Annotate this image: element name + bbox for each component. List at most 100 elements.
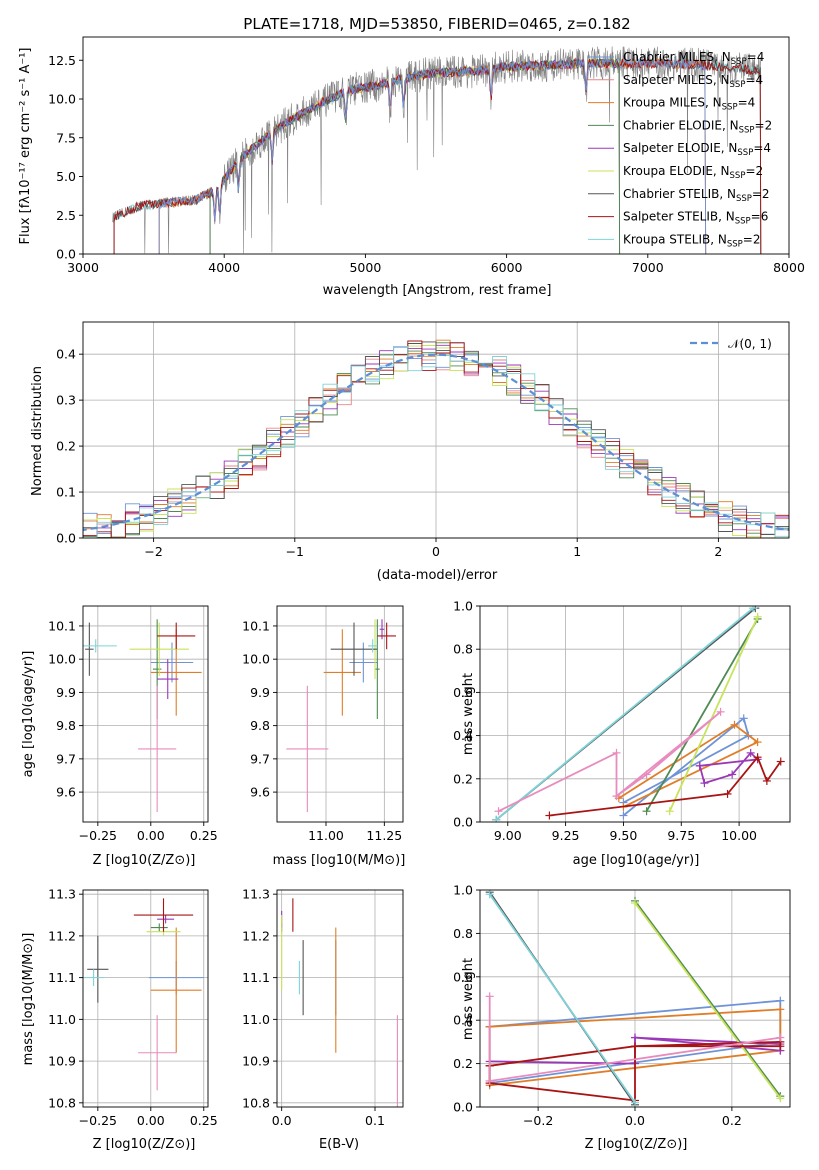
errorbar-krou-elodie xyxy=(129,622,189,676)
xtick-label-0: −0.25 xyxy=(79,1113,117,1128)
xtick-label-0: 9.00 xyxy=(494,828,522,843)
legend-value: =2 xyxy=(745,164,763,178)
spectrum-title: PLATE=1718, MJD=53850, FIBERID=0465, z=0… xyxy=(243,15,630,33)
weight-marker xyxy=(485,890,494,899)
xtick-label-0: −0.25 xyxy=(79,828,117,843)
spectrum-ylabel: Flux [fλ10⁻¹⁷ erg cm⁻² s⁻¹ A⁻¹] xyxy=(18,48,33,245)
weight-marker xyxy=(695,761,704,770)
ytick-label-2: 9.8 xyxy=(250,718,270,733)
ytick-label-3: 11.1 xyxy=(242,970,270,985)
weight-line-chab-miles xyxy=(622,716,750,817)
spectrum-xlabel: wavelength [Angstrom, rest frame] xyxy=(323,283,552,298)
weight-line-krou-stelib xyxy=(488,893,636,1104)
weight-marker xyxy=(748,606,757,613)
ytick-label-5: 1.0 xyxy=(453,883,473,898)
legend-subscript: SSP xyxy=(731,57,747,67)
xtick-label-2: 5000 xyxy=(349,260,381,275)
frame xyxy=(82,36,790,255)
normal-legend-label: 𝒩(0, 1) xyxy=(728,337,772,351)
ytick-label-5: 12.5 xyxy=(48,53,76,68)
weight-marker xyxy=(485,992,494,1001)
frame xyxy=(82,605,209,823)
xtick-label-1: 11.25 xyxy=(366,828,402,843)
xtick-label-1: 4000 xyxy=(208,260,240,275)
weight-marker xyxy=(776,1005,785,1014)
errorbar-chab-stelib xyxy=(87,935,109,1003)
weight-line-krou-elodie xyxy=(634,902,782,1099)
ytick-label-1: 0.2 xyxy=(453,771,473,786)
p4-xlabel: mass [log10(M/M⊙)] xyxy=(273,853,406,868)
plot-area-4 xyxy=(286,619,396,813)
ytick-label-4: 0.8 xyxy=(453,642,473,657)
ytick-label-0: 0.0 xyxy=(453,815,473,830)
panel-4 xyxy=(277,606,403,822)
xtick-label-2: 0 xyxy=(432,544,440,559)
weight-line-pink xyxy=(498,711,722,813)
model-spectrum-salp-stelib xyxy=(113,57,762,254)
weight-marker xyxy=(776,1033,785,1042)
weight-marker xyxy=(746,748,755,757)
plot-area-7 xyxy=(281,898,398,1107)
weight-line-chab-elodie xyxy=(645,618,759,812)
p8-ylabel: mass weight xyxy=(461,958,476,1040)
ytick-label-0: 0.0 xyxy=(56,531,76,546)
panel-1 xyxy=(112,46,762,254)
weight-marker xyxy=(716,707,725,716)
weight-marker xyxy=(612,748,621,757)
legend-subscript: SSP xyxy=(727,239,743,249)
xtick-label-3: 1 xyxy=(573,544,581,559)
legend-subscript: SSP xyxy=(739,125,755,135)
errorbar-pink xyxy=(138,685,177,813)
plot-area-1 xyxy=(112,46,762,254)
weight-line-pink xyxy=(488,996,781,1083)
model-spectrum-krou-stelib xyxy=(113,57,762,254)
xtick-label-0: −2 xyxy=(144,544,162,559)
errorbar-krou-stelib xyxy=(83,639,117,653)
panel-8 xyxy=(480,889,790,1108)
plot-area-3 xyxy=(83,619,202,813)
axes-frame-5: 9.00 9.25 9.50 9.75 10.00 0.0 0.2 0.4 0.6 0.8 1.0 xyxy=(453,599,791,843)
legend-entry-4: Salpeter ELODIE, NSSP=4 xyxy=(623,141,771,158)
weight-line-chab-elodie xyxy=(634,900,782,1097)
legend-value: =6 xyxy=(751,210,769,224)
ytick-label-3: 9.9 xyxy=(250,685,270,700)
legend-entry-7: Salpeter STELIB, NSSP=6 xyxy=(623,210,768,227)
weight-marker xyxy=(753,753,762,762)
xtick-label-3: 9.75 xyxy=(667,828,695,843)
ytick-label-3: 7.5 xyxy=(56,130,76,145)
panel-6 xyxy=(83,890,208,1107)
ytick-label-1: 10.9 xyxy=(242,1054,270,1069)
weight-marker xyxy=(776,996,785,1005)
axes-frame-4: 11.00 11.25 9.6 9.7 9.8 9.9 10.0 10.1 xyxy=(242,605,404,843)
weight-marker xyxy=(612,792,621,801)
weight-line-salp-stelib xyxy=(488,1040,782,1102)
errorbar-salp-stelib xyxy=(157,622,196,650)
weight-line-salp-elodie xyxy=(698,751,760,785)
ytick-label-2: 5.0 xyxy=(56,169,76,184)
ytick-label-4: 10.0 xyxy=(48,92,76,107)
weight-marker xyxy=(631,1098,639,1107)
ytick-label-0: 9.6 xyxy=(56,785,76,800)
ytick-label-0: 0.0 xyxy=(56,247,76,262)
normal-curve xyxy=(83,353,789,532)
residual-legend: 𝒩(0, 1) xyxy=(690,337,772,351)
weight-marker xyxy=(631,1042,639,1051)
legend-entry-2: Kroupa MILES, NSSP=4 xyxy=(623,96,755,113)
legend-entry-1: Salpeter MILES, NSSP=4 xyxy=(623,73,763,90)
ytick-label-5: 10.1 xyxy=(48,618,76,633)
weight-line-krou-miles xyxy=(618,723,760,808)
legend-subscript: SSP xyxy=(730,171,746,181)
legend-value: =4 xyxy=(738,96,756,110)
weight-marker xyxy=(776,1094,785,1103)
xtick-label-0: 11.00 xyxy=(308,828,344,843)
ytick-label-4: 11.2 xyxy=(242,928,270,943)
weight-marker xyxy=(631,899,639,908)
weight-marker xyxy=(545,811,554,820)
weight-marker xyxy=(723,789,732,798)
weight-marker xyxy=(494,807,503,816)
weight-marker xyxy=(728,770,737,779)
errorbar-salp-stelib xyxy=(133,898,194,932)
legend-entry-6: Chabrier STELIB, NSSP=2 xyxy=(623,187,770,204)
weight-marker xyxy=(739,714,748,723)
weight-marker xyxy=(492,815,501,822)
